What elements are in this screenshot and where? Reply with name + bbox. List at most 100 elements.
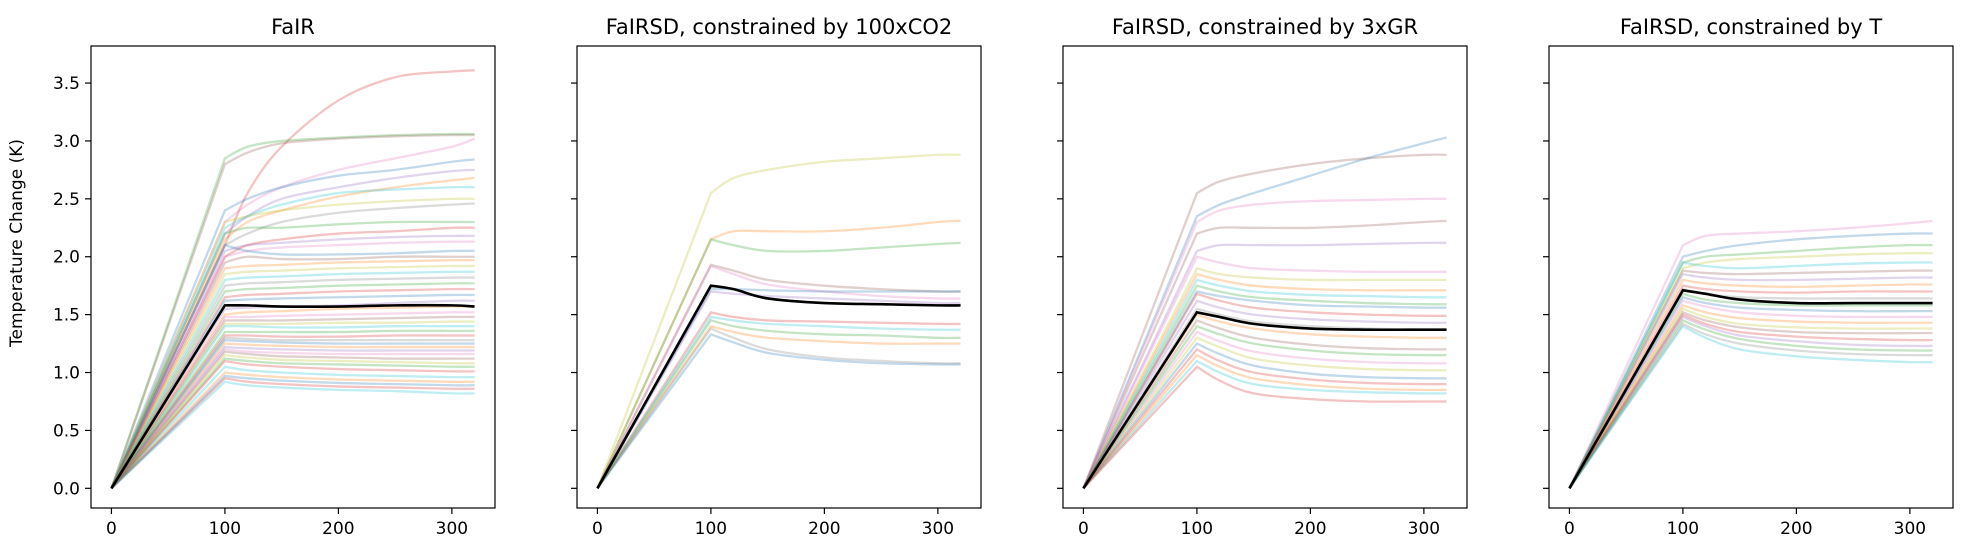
x-tick-label: 100: [209, 519, 241, 539]
panel-constrained-100xco2: FaIRSD, constrained by 100xCO2 0 100 200 300: [571, 15, 982, 539]
ensemble-member-line: [1082, 284, 1447, 489]
ensemble-member-line: [596, 263, 961, 489]
x-tick-label: 300: [922, 519, 954, 539]
ensemble-member-line: [1568, 269, 1933, 489]
ensemble-member-line: [596, 324, 961, 489]
ensemble-member-line: [110, 374, 475, 490]
ensemble-member-line: [1082, 353, 1447, 490]
ensemble-member-line: [110, 371, 475, 490]
ensemble-member-line: [110, 168, 475, 489]
x-tick-label: 100: [1181, 519, 1213, 539]
panel-title: FaIRSD, constrained by T: [1620, 15, 1883, 39]
ensemble-member-line: [110, 329, 475, 489]
ensemble-member-line: [110, 377, 475, 490]
panel-title: FaIRSD, constrained by 100xCO2: [606, 15, 953, 39]
panel-constrained-t: FaIRSD, constrained by T 0 100 200 300: [1543, 15, 1954, 539]
ensemble-member-line: [596, 238, 961, 489]
x-tick-label: 0: [106, 519, 117, 539]
ensemble-member-line: [1082, 319, 1447, 489]
ensemble-member-line: [1082, 272, 1447, 489]
ensemble-member-line: [110, 270, 475, 489]
ensemble-member-line: [1082, 197, 1447, 489]
ensemble-member-line: [110, 293, 475, 489]
y-tick-label: 1.5: [53, 306, 80, 326]
ensemble-member-line: [596, 319, 961, 489]
ensemble-member-line: [1568, 324, 1933, 489]
ensemble-member-line: [1568, 252, 1933, 489]
ensemble-member-line: [1568, 310, 1933, 489]
ensemble-member-line: [596, 290, 961, 489]
ensemble-member-line: [110, 202, 475, 489]
y-tick-label: 2.5: [53, 190, 80, 210]
x-tick-label: 200: [1294, 519, 1326, 539]
x-tick-label: 100: [695, 519, 727, 539]
ensemble-member-line: [1568, 232, 1933, 489]
axes-frame: [1548, 45, 1954, 509]
y-tick-label: 2.0: [53, 248, 80, 268]
ensemble-member-line: [110, 338, 475, 490]
mean-line: [1568, 288, 1933, 489]
mean-line: [1082, 310, 1447, 490]
ensemble-member-line: [110, 353, 475, 490]
ensemble-member-line: [1082, 347, 1447, 490]
x-tick-label: 300: [1408, 519, 1440, 539]
axes-frame: [1062, 45, 1468, 509]
ensemble-member-line: [1082, 241, 1447, 489]
ensemble-member-line: [1568, 319, 1933, 489]
panel-constrained-3xgr: FaIRSD, constrained by 3xGR 0 100 200 300: [1057, 15, 1468, 539]
ensemble-member-line: [1568, 299, 1933, 489]
x-tick-label: 200: [1780, 519, 1812, 539]
ensemble-member-line: [110, 197, 475, 489]
ensemble-member-line: [1568, 284, 1933, 489]
ensemble-member-line: [1568, 292, 1933, 489]
y-tick-label: 0.5: [53, 421, 80, 441]
ensemble-member-line: [1082, 330, 1447, 489]
ensemble-member-line: [1082, 153, 1447, 489]
ensemble-member-line: [110, 345, 475, 490]
ensemble-member-line: [110, 380, 475, 490]
ensemble-member-line: [1082, 290, 1447, 489]
panel-title: FaIR: [271, 15, 315, 39]
mean-line: [596, 284, 961, 489]
ensemble-member-line: [110, 348, 475, 490]
ensemble-member-line: [596, 219, 961, 489]
ensemble-member-line: [110, 132, 475, 489]
ensemble-member-line: [1568, 295, 1933, 489]
ensemble-member-line: [110, 137, 475, 489]
ensemble-member-line: [110, 258, 475, 489]
ensemble-member-line: [1082, 299, 1447, 489]
ensemble-member-line: [596, 315, 961, 489]
x-tick-label: 300: [1894, 519, 1926, 539]
ensemble-member-line: [110, 357, 475, 490]
ensemble-member-line: [1082, 313, 1447, 489]
ensemble-member-line: [110, 69, 475, 489]
y-axis-label: Temperature Change (K): [7, 139, 27, 348]
ensemble-member-line: [1568, 243, 1933, 489]
x-tick-label: 0: [1564, 519, 1575, 539]
x-tick-label: 0: [592, 519, 603, 539]
ensemble-member-line: [1568, 307, 1933, 489]
ensemble-member-line: [1568, 315, 1933, 489]
ensemble-member-line: [596, 327, 961, 489]
ensemble-member-line: [1568, 261, 1933, 489]
ensemble-member-line: [110, 176, 475, 489]
ensemble-member-line: [1568, 313, 1933, 489]
ensemble-member-line: [110, 264, 475, 489]
ensemble-member-line: [110, 158, 475, 489]
ensemble-member-line: [596, 311, 961, 489]
x-tick-label: 200: [808, 519, 840, 539]
x-tick-label: 0: [1078, 519, 1089, 539]
ensemble-member-line: [1082, 255, 1447, 489]
panel-title: FaIRSD, constrained by 3xGR: [1112, 15, 1418, 39]
y-tick-label: 1.0: [53, 364, 80, 384]
ensemble-member-line: [1082, 365, 1447, 490]
ensemble-member-line: [110, 240, 475, 489]
ensemble-member-line: [1082, 324, 1447, 489]
ensemble-member-line: [110, 359, 475, 490]
ensemble-member-line: [1568, 219, 1933, 489]
ensemble-member-line: [110, 276, 475, 489]
ensemble-member-line: [110, 324, 475, 489]
ensemble-member-line: [110, 226, 475, 489]
ensemble-member-line: [110, 350, 475, 490]
ensemble-member-line: [110, 220, 475, 489]
